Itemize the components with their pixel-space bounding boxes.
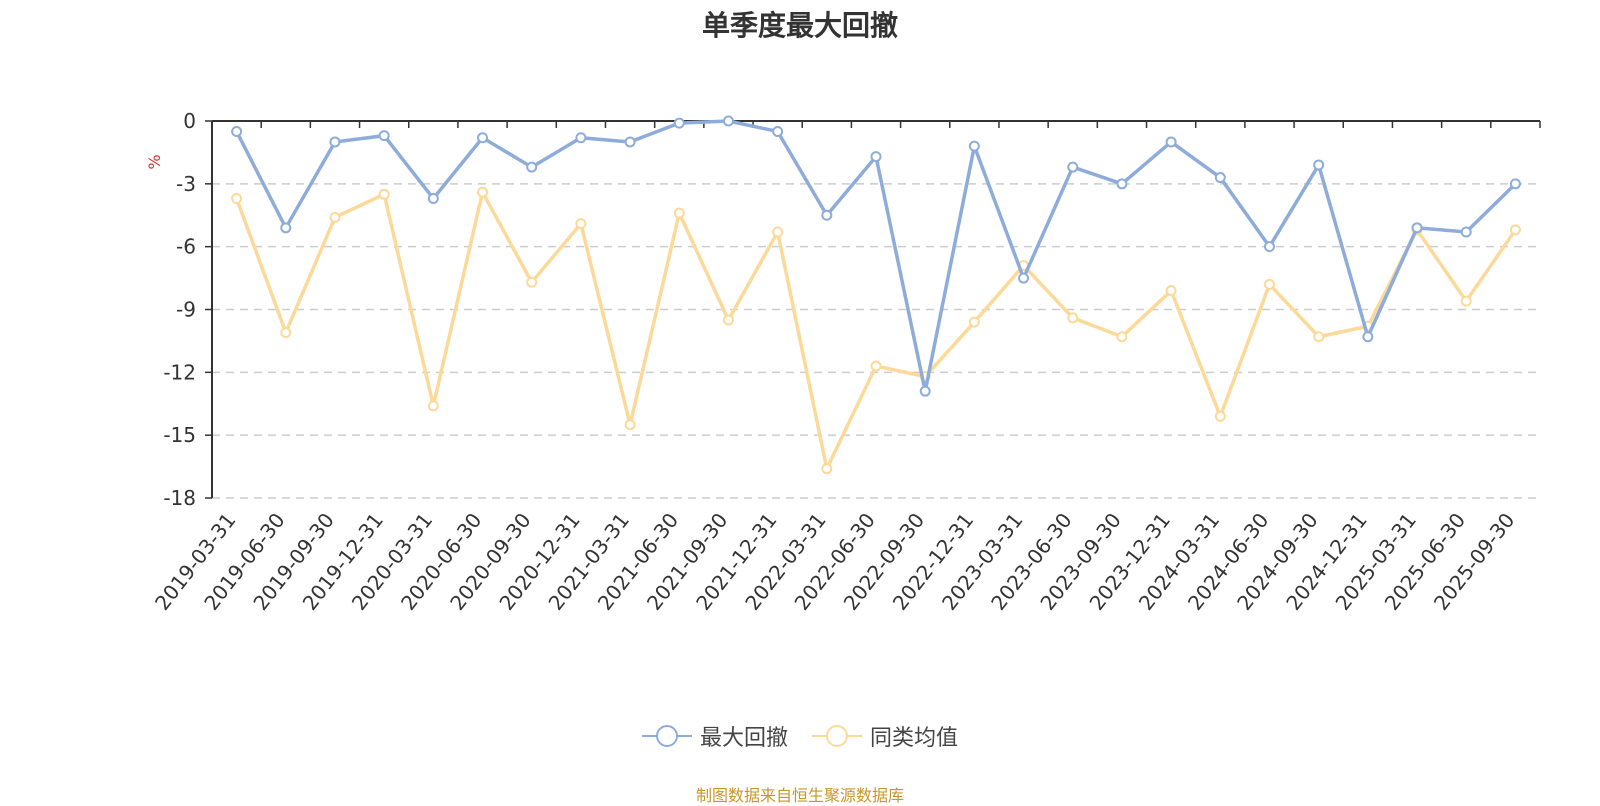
legend: 最大回撤 同类均值 (0, 720, 1600, 752)
data-point-0 (870, 151, 882, 163)
legend-item-peer-average[interactable]: 同类均值 (812, 720, 958, 752)
data-point-1 (624, 419, 636, 431)
data-point-0 (280, 222, 292, 234)
data-point-0 (1018, 272, 1030, 284)
data-point-0 (526, 161, 538, 173)
data-point-1 (1214, 410, 1226, 422)
data-point-0 (1411, 222, 1423, 234)
data-point-1 (870, 360, 882, 372)
data-point-0 (1460, 226, 1472, 238)
data-point-1 (575, 218, 587, 230)
source-note: 制图数据来自恒生聚源数据库 (695, 786, 904, 805)
data-point-0 (1362, 331, 1374, 343)
data-point-0 (624, 136, 636, 148)
data-point-0 (329, 136, 341, 148)
data-point-0 (378, 130, 390, 142)
data-point-0 (1509, 178, 1521, 190)
data-point-1 (1263, 278, 1275, 290)
data-point-1 (329, 211, 341, 223)
y-tick-label: -9 (176, 298, 196, 322)
data-point-0 (1067, 161, 1079, 173)
legend-marker-drawdown-icon (641, 725, 692, 747)
data-point-1 (821, 463, 833, 475)
data-point-1 (1067, 312, 1079, 324)
data-point-1 (1509, 224, 1521, 236)
data-point-0 (1214, 172, 1226, 184)
legend-item-drawdown[interactable]: 最大回撤 (641, 720, 788, 752)
data-point-1 (477, 186, 489, 198)
data-point-1 (1116, 331, 1128, 343)
data-point-1 (280, 327, 292, 339)
data-point-1 (526, 276, 538, 288)
y-axis-unit-label: % (145, 154, 164, 169)
y-tick-label: 0 (183, 109, 196, 133)
data-point-1 (427, 400, 439, 412)
data-point-0 (919, 385, 931, 397)
legend-label-peer-average: 同类均值 (870, 726, 959, 751)
data-point-0 (1263, 241, 1275, 253)
y-tick-label: -15 (163, 423, 196, 447)
series-line-1 (234, 190, 1517, 471)
data-point-0 (722, 115, 734, 127)
data-point-0 (968, 140, 980, 152)
data-point-0 (821, 209, 833, 221)
legend-label-drawdown: 最大回撤 (699, 726, 788, 751)
data-point-1 (722, 314, 734, 326)
data-point-1 (378, 188, 390, 200)
y-tick-label: -12 (163, 360, 196, 384)
data-point-0 (1165, 136, 1177, 148)
y-tick-label: -18 (163, 486, 196, 510)
data-point-1 (1313, 331, 1325, 343)
data-point-0 (575, 132, 587, 144)
data-point-0 (1116, 178, 1128, 190)
data-point-1 (1165, 285, 1177, 297)
data-point-1 (231, 192, 243, 204)
data-point-0 (477, 132, 489, 144)
data-point-0 (673, 117, 685, 129)
data-point-0 (1313, 159, 1325, 171)
y-tick-label: -6 (176, 235, 196, 259)
data-point-0 (231, 125, 243, 137)
data-point-0 (427, 192, 439, 204)
chart-title: 单季度最大回撤 (701, 9, 898, 42)
data-point-1 (772, 226, 784, 238)
data-point-1 (673, 207, 685, 219)
data-point-1 (968, 316, 980, 328)
data-point-1 (1460, 295, 1472, 307)
data-point-0 (772, 125, 784, 137)
legend-marker-peer-average-icon (812, 725, 862, 747)
y-tick-label: -3 (176, 172, 196, 196)
